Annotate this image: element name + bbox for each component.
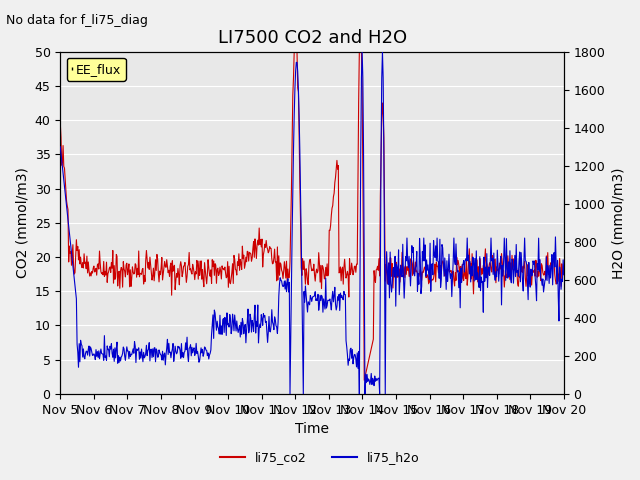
- Y-axis label: H2O (mmol/m3): H2O (mmol/m3): [611, 167, 625, 278]
- Legend: li75_co2, li75_h2o: li75_co2, li75_h2o: [215, 446, 425, 469]
- Text: No data for f_li75_diag: No data for f_li75_diag: [6, 14, 148, 27]
- Legend: EE_flux: EE_flux: [67, 58, 125, 81]
- X-axis label: Time: Time: [295, 422, 329, 436]
- Title: LI7500 CO2 and H2O: LI7500 CO2 and H2O: [218, 29, 406, 48]
- Y-axis label: CO2 (mmol/m3): CO2 (mmol/m3): [15, 168, 29, 278]
